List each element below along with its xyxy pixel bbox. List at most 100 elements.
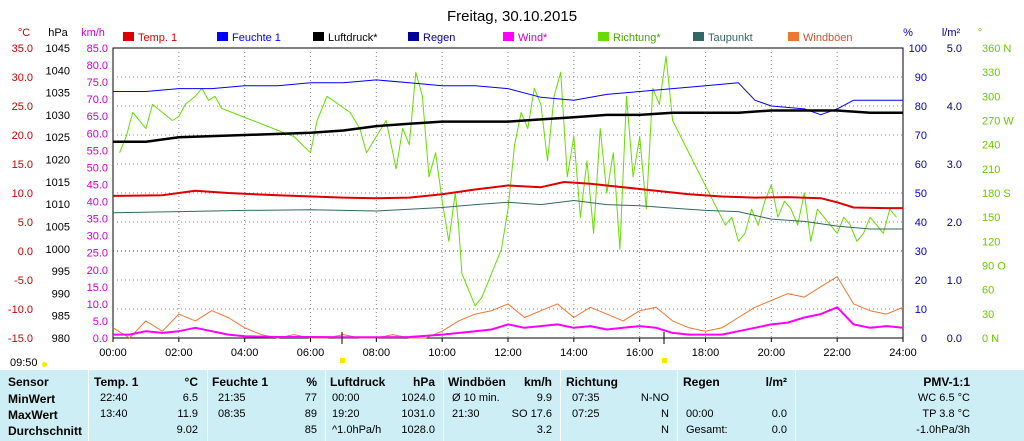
x-tick-label: 16:00 (626, 347, 654, 359)
wind-tick-label: 50.0 (87, 162, 108, 174)
humidity-tick-label: 40 (915, 217, 927, 229)
wind-tick-label: 10.0 (87, 299, 108, 311)
legend-swatch (693, 32, 704, 41)
wind-tick-label: 30.0 (87, 231, 108, 243)
wind-unit-label: km/h (81, 27, 105, 39)
temp-tick-label: 5.0 (18, 217, 33, 229)
header-rain-unit: l/m² (765, 375, 787, 389)
gust-label: Ø 10 min. (452, 392, 500, 404)
temp-tick-label: 15.0 (12, 159, 33, 171)
pressure-time: ^1.0hPa/h (332, 424, 382, 436)
table-separator (677, 370, 678, 441)
x-tick-label: 18:00 (692, 347, 720, 359)
direction-tick-label: 0 N (982, 333, 999, 345)
humidity-line (113, 79, 903, 116)
rain-tick-label: 3.0 (947, 159, 962, 171)
direction-tick-label: 90 O (982, 261, 1006, 273)
temp-tick-label: -15.0 (8, 333, 33, 345)
x-tick-label: 00:00 (99, 347, 127, 359)
x-tick-label: 04:00 (231, 347, 259, 359)
table-separator (207, 370, 208, 441)
temp-unit-label: °C (18, 27, 30, 39)
legend-swatch (123, 32, 134, 41)
pressure-tick-label: 1000 (46, 244, 70, 256)
wind-tick-label: 80.0 (87, 60, 108, 72)
rain-unit-label: l/m² (942, 27, 961, 39)
direction-value: N (661, 408, 669, 420)
rain-value: 0.0 (771, 424, 787, 436)
x-tick-label: 08:00 (363, 347, 391, 359)
legend-label: Windböen (803, 32, 853, 44)
pressure-tick-label: 1015 (46, 177, 70, 189)
x-tick-label: 06:00 (297, 347, 325, 359)
pressure-tick-label: 1020 (46, 155, 70, 167)
dewpoint-line (112, 200, 903, 230)
pressure-time: 00:00 (332, 392, 360, 404)
humidity-unit-label: % (903, 27, 913, 39)
direction-tick-label: 360 N (982, 43, 1011, 55)
humidity-value: 77 (304, 392, 317, 404)
pressure-tick-label: 1035 (46, 88, 70, 100)
pressure-value: 1031.0 (401, 408, 435, 420)
series-layer (112, 55, 904, 339)
direction-line (119, 55, 897, 307)
humidity-tick-label: 30 (915, 246, 927, 258)
humidity-tick-label: 50 (915, 188, 927, 200)
current-time-dot (42, 362, 47, 367)
direction-tick-label: 300 (982, 91, 1000, 103)
time-markers (340, 332, 667, 363)
direction-tick-label: 180 S (982, 188, 1011, 200)
x-tick-label: 24:00 (889, 347, 917, 359)
table-separator (443, 370, 444, 441)
x-ticks: 00:00 02:00 04:00 06:00 08:00 10:00 12:00 14:00… (99, 338, 917, 359)
temp-tick-label: -10.0 (8, 304, 33, 316)
direction-tick-label: 270 W (982, 116, 1014, 128)
pressure-tick-label: 995 (52, 266, 70, 278)
pressure-tick-label: 1010 (46, 199, 70, 211)
gust-label: 21:30 (452, 408, 480, 420)
legend-swatch (598, 32, 609, 41)
wind-tick-label: 75.0 (87, 77, 108, 89)
humidity-tick-label: 80 (915, 101, 927, 113)
table-separator (560, 370, 561, 441)
humidity-tick-label: 0 (921, 333, 927, 345)
humidity-tick-label: 100 (909, 43, 927, 55)
rain-tick-label: 4.0 (947, 101, 962, 113)
wind-tick-label: 15.0 (87, 282, 108, 294)
rain-time: 00:00 (686, 408, 714, 420)
x-tick-label: 10:00 (428, 347, 456, 359)
wind-tick-label: 0.0 (93, 333, 108, 345)
chart-title: Freitag, 30.10.2015 (447, 8, 577, 25)
legend-label: Feuchte 1 (232, 32, 281, 44)
humidity-value: 89 (304, 408, 317, 420)
axis-ticks: 35.0 30.0 25.0 20.0 15.0 10.0 5.0 0.0 -5.0 -10.0 -… (8, 43, 1014, 345)
row-label: MaxWert (8, 408, 58, 422)
legend-label: Luftdruck* (328, 32, 378, 44)
temp-tick-label: 35.0 (12, 43, 33, 55)
humidity-tick-label: 10 (915, 304, 927, 316)
wind-tick-label: 55.0 (87, 145, 108, 157)
legend-swatch (408, 32, 419, 41)
header-sensor: Sensor (8, 375, 49, 389)
pressure-tick-label: 1005 (46, 221, 70, 233)
legend: Temp. 1 Feuchte 1 Luftdruck* Regen Wind* Rich… (123, 32, 853, 44)
pressure-tick-label: 1045 (46, 43, 70, 55)
pressure-tick-label: 1040 (46, 65, 70, 77)
table-separator (88, 370, 89, 441)
humidity-value: 85 (304, 424, 317, 436)
wind-tick-label: 20.0 (87, 265, 108, 277)
row-label: MinWert (8, 392, 56, 406)
humidity-tick-label: 90 (915, 72, 927, 84)
temperature-line (112, 181, 903, 210)
pressure-value: 1028.0 (401, 424, 435, 436)
wind-tick-label: 85.0 (87, 43, 108, 55)
direction-time: 07:35 (572, 392, 600, 404)
temp-value: 9.02 (176, 424, 198, 436)
direction-unit-label: ° (978, 27, 982, 39)
pressure-line (113, 109, 903, 143)
wind-tick-label: 70.0 (87, 94, 108, 106)
wind-tick-label: 65.0 (87, 111, 108, 123)
legend-swatch (503, 32, 514, 41)
temp-tick-label: 25.0 (12, 101, 33, 113)
direction-tick-label: 330 (982, 67, 1000, 79)
